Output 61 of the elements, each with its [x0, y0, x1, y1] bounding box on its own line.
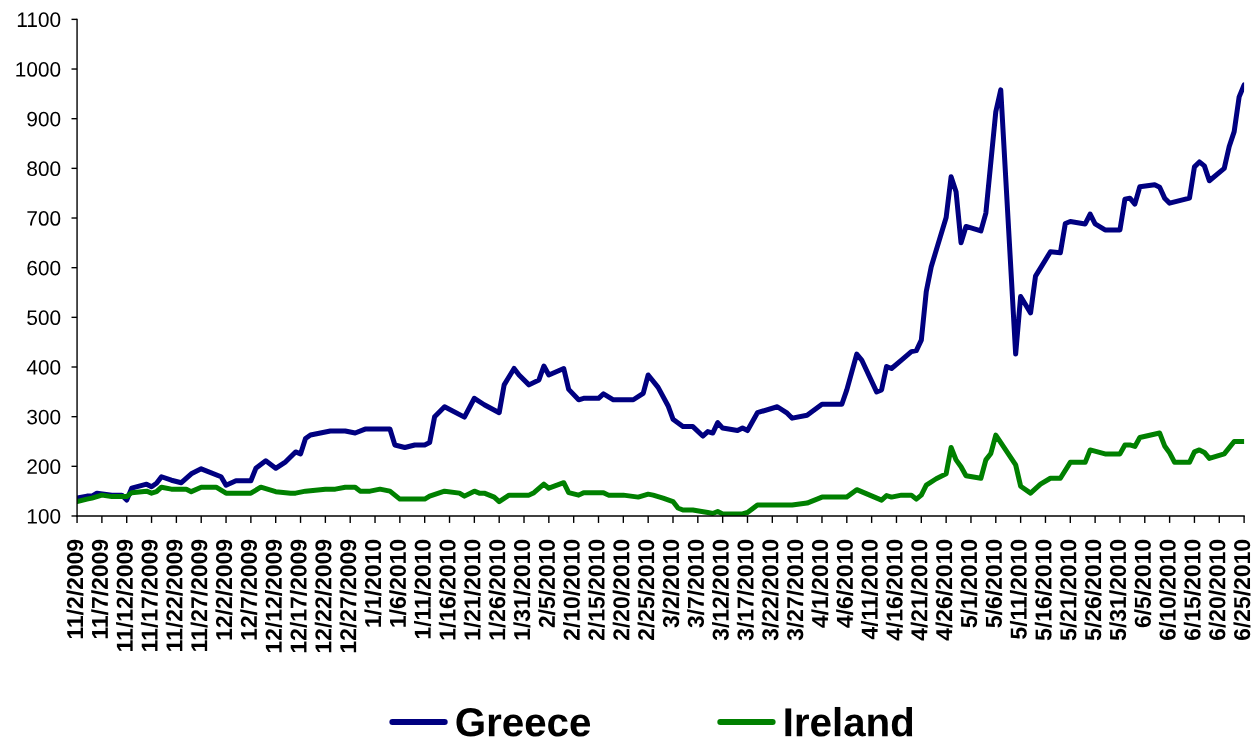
x-tick-label: 5/1/2010 [960, 539, 978, 628]
x-tick-label: 3/2/2010 [662, 539, 680, 628]
x-tick-label: 2/25/2010 [637, 539, 655, 641]
x-tick-label: 4/26/2010 [935, 539, 953, 641]
x-tick-label: 12/17/2009 [289, 539, 307, 653]
x-tick-label: 5/11/2010 [1009, 539, 1028, 639]
x-tick-label: 3/12/2010 [711, 539, 730, 641]
x-tick-label: 12/22/2009 [314, 539, 332, 653]
x-tick-label: 3/22/2010 [761, 539, 779, 641]
x-tick-label: 3/7/2010 [687, 539, 705, 628]
x-tick-label: 1/26/2010 [488, 539, 506, 640]
x-tick-label: 4/6/2010 [836, 539, 854, 628]
x-tick-label: 1/1/2010 [364, 539, 382, 627]
x-tick-label: 4/11/2010 [860, 539, 879, 640]
x-tick-label: 4/21/2010 [910, 539, 928, 641]
y-tick-label: 900 [27, 111, 61, 127]
x-tick-label: 3/27/2010 [786, 539, 804, 641]
legend-label: Ireland [785, 706, 913, 737]
x-tick-label: 6/15/2010 [1183, 539, 1201, 641]
legend-label: Greece [456, 708, 591, 737]
y-tick-label: 1100 [17, 12, 61, 28]
x-tick-label: 4/1/2010 [811, 539, 829, 628]
y-tick-label: 800 [27, 161, 61, 177]
y-tick-label: 1000 [16, 62, 61, 77]
x-tick-label: 11/22/2009 [165, 539, 183, 651]
x-tick-label: 1/21/2010 [463, 539, 481, 640]
y-tick-label: 300 [27, 409, 61, 425]
x-tick-label: 11/7/2009 [91, 539, 109, 639]
x-tick-label: 1/11/2010 [414, 539, 432, 639]
x-tick-label: 2/5/2010 [538, 539, 556, 628]
x-tick-label: 5/31/2010 [1109, 539, 1127, 641]
x-tick-label: 1/16/2010 [438, 539, 456, 640]
y-tick-label: 600 [27, 260, 61, 276]
x-tick-label: 6/20/2010 [1208, 539, 1226, 641]
x-tick-label: 12/27/2009 [339, 539, 357, 653]
y-tick-label: 500 [27, 310, 61, 326]
x-tick-label: 11/27/2009 [190, 539, 208, 651]
x-tick-label: 11/2/2009 [66, 539, 84, 639]
y-tick-label: 100 [27, 508, 61, 524]
x-tick-label: 11/12/2009 [116, 539, 134, 651]
x-tick-label: 5/16/2010 [1034, 539, 1052, 641]
x-tick-label: 1/6/2010 [389, 539, 407, 627]
y-tick-label: 200 [27, 459, 61, 475]
x-tick-label: 5/6/2010 [985, 539, 1003, 628]
x-tick-label: 12/2/2009 [215, 539, 233, 640]
x-tick-label: 2/20/2010 [612, 539, 630, 641]
x-tick-label: 6/10/2010 [1158, 539, 1176, 641]
y-tick-label: 700 [27, 211, 61, 226]
x-tick-label: 2/10/2010 [562, 539, 581, 641]
x-tick-label: 5/21/2010 [1059, 539, 1077, 641]
x-tick-label: 6/5/2010 [1134, 539, 1152, 628]
x-tick-label: 4/16/2010 [885, 539, 903, 641]
x-tick-label: 6/25/2010 [1233, 539, 1251, 641]
x-tick-label: 3/17/2010 [736, 539, 754, 641]
x-tick-label: 1/31/2010 [513, 539, 531, 640]
y-tick-label: 400 [26, 360, 61, 375]
x-tick-label: 2/15/2010 [587, 539, 605, 641]
x-tick-label: 5/26/2010 [1084, 539, 1102, 641]
x-tick-label: 12/7/2009 [240, 539, 258, 640]
x-tick-label: 11/17/2009 [140, 539, 158, 651]
x-tick-label: 12/12/2009 [265, 539, 283, 653]
